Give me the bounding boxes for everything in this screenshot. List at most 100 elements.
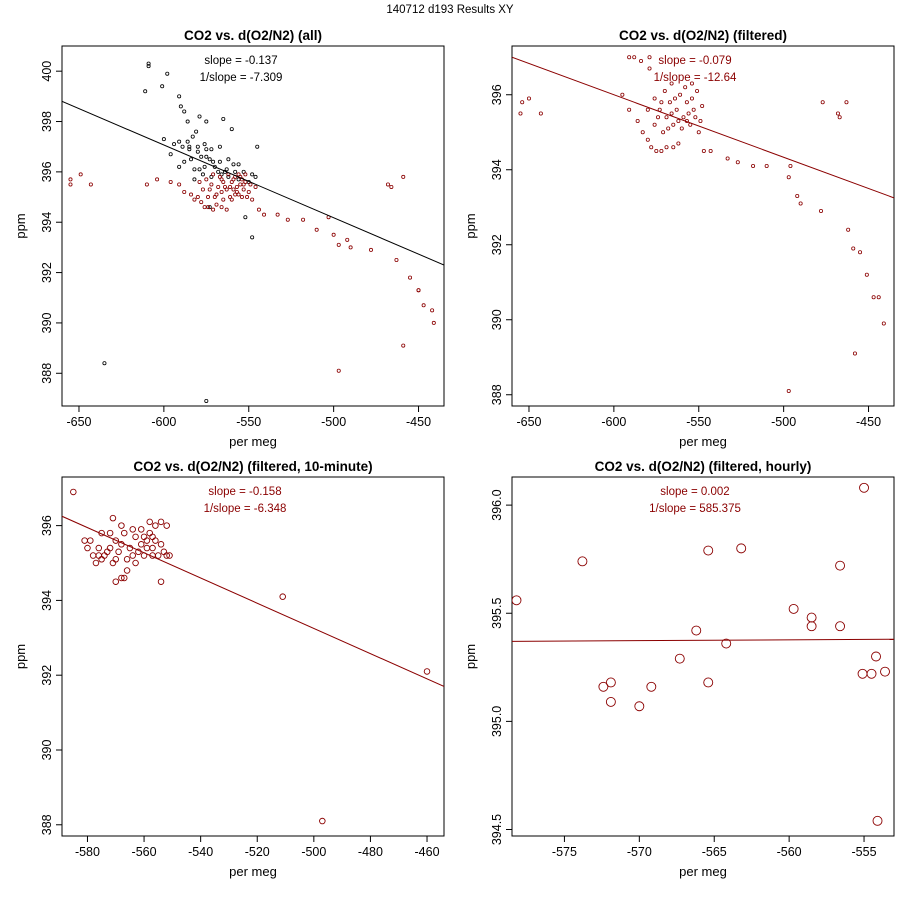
data-point [674,653,685,664]
y-tick-label: 400 [40,61,54,82]
data-point [672,96,677,101]
data-point [234,184,239,189]
x-tick-label: -450 [856,415,881,429]
data-point [199,154,204,159]
chart-title: CO2 vs. d(O2/N2) (all) [184,28,322,43]
data-point [681,115,686,120]
data-point [157,518,165,526]
data-point [161,137,166,142]
data-point [654,148,659,153]
data-point [700,104,705,109]
data-point [118,574,125,582]
data-point [627,107,632,112]
data-point [217,159,222,164]
data-point [423,668,431,675]
data-point [222,184,227,189]
y-tick-label: 396 [40,515,54,536]
data-point [207,205,212,210]
x-tick-label: -650 [66,415,91,429]
data-point [165,71,170,76]
data-point [92,559,100,567]
x-tick-label: -650 [516,415,541,429]
plot-area [512,55,894,393]
x-tick-label: -500 [301,845,326,859]
data-point [795,193,800,198]
data-point [401,174,406,179]
data-point [200,187,205,192]
data-point [389,184,394,189]
x-axis-label: per meg [229,864,277,879]
data-point [207,157,212,162]
data-point [204,154,209,159]
data-point [219,177,224,182]
x-tick-label: -555 [852,845,877,859]
data-point [256,207,261,212]
panel-filtered-hourly: CO2 vs. d(O2/N2) (filtered, hourly) per m… [463,459,895,879]
x-tick-label: -600 [151,415,176,429]
data-point [120,574,128,582]
data-point [224,167,229,172]
data-point [120,529,128,537]
data-point [686,111,691,116]
data-point [146,61,151,66]
data-point [229,197,234,202]
data-point [182,109,187,114]
data-point [331,232,336,237]
data-point [662,89,667,94]
data-point [157,578,165,585]
x-tick-label: -600 [601,415,626,429]
data-point [859,482,869,493]
data-point [202,142,207,147]
x-axis-label: per meg [679,434,727,449]
data-point [864,272,869,277]
data-point [819,208,824,213]
x-tick-label: -540 [188,845,213,859]
data-point [319,817,326,825]
data-point [189,192,194,197]
data-point [250,235,255,240]
data-point [676,119,681,124]
data-point [221,197,226,202]
data-point [236,162,241,167]
y-tick-label: 398 [40,111,54,132]
data-point [689,81,694,86]
data-point [666,126,671,131]
data-point [652,96,657,101]
data-point [253,184,258,189]
data-point [68,177,73,182]
data-point [221,117,226,122]
data-point [234,190,239,195]
data-point [538,111,543,116]
data-point [667,100,672,105]
data-point [401,343,406,348]
data-point [206,205,211,210]
data-point [577,556,588,567]
chart-title: CO2 vs. d(O2/N2) (filtered, 10-minute) [133,459,372,474]
data-point [211,172,216,177]
data-point [669,81,674,86]
data-point [336,242,341,247]
data-point [233,169,238,174]
data-point [348,245,353,250]
data-point [123,556,131,563]
y-tick-label: 390 [40,740,54,761]
data-point [207,187,212,192]
data-point [200,172,205,177]
data-point [163,552,170,559]
data-point [659,100,664,105]
data-point [172,142,177,147]
y-tick-label: 388 [40,363,54,384]
data-point [671,122,676,127]
y-axis-label: ppm [463,644,478,669]
data-point [163,522,170,529]
x-tick-label: -560 [132,845,157,859]
data-point [671,145,676,150]
series-10-minute [70,488,431,825]
data-point [725,156,730,161]
data-point [851,246,856,251]
data-point [109,514,117,522]
data-point [177,94,182,99]
data-point [689,96,694,101]
data-point [764,163,769,168]
data-point [846,227,851,232]
